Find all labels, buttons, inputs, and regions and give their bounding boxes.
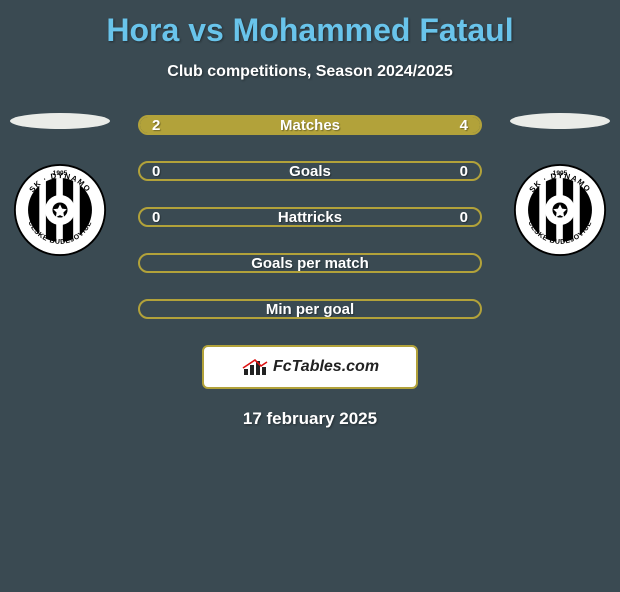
bar-value-left: 2: [152, 117, 160, 134]
date-text: 17 february 2025: [0, 409, 620, 429]
watermark: FcTables.com: [202, 345, 418, 389]
subtitle: Club competitions, Season 2024/2025: [0, 63, 620, 81]
stat-bar: 2Matches4: [138, 115, 482, 135]
infographic: Hora vs Mohammed Fataul Club competition…: [0, 12, 620, 429]
stat-bar: Min per goal: [138, 299, 482, 319]
bar-value-left: 0: [152, 209, 160, 226]
bar-label: Min per goal: [152, 301, 468, 318]
right-club-badge: SK · DYNAMO ČESKÉ BUDĚJOVICE 1905: [513, 163, 607, 257]
chart-icon: [241, 357, 269, 377]
stat-bar: 0Hattricks0: [138, 207, 482, 227]
badge-year: 1905: [53, 170, 68, 177]
bar-label: Goals: [160, 163, 459, 180]
left-player-col: SK · DYNAMO ČESKÉ BUDĚJOVICE 1905: [0, 113, 120, 257]
bar-label: Hattricks: [160, 209, 459, 226]
main-row: SK · DYNAMO ČESKÉ BUDĚJOVICE 1905 2Match…: [0, 113, 620, 319]
left-club-badge: SK · DYNAMO ČESKÉ BUDĚJOVICE 1905: [13, 163, 107, 257]
left-player-ellipse: [10, 113, 110, 129]
comparison-bars: 2Matches40Goals00Hattricks0Goals per mat…: [138, 115, 482, 319]
bar-value-right: 0: [460, 209, 468, 226]
stat-bar: Goals per match: [138, 253, 482, 273]
right-player-ellipse: [510, 113, 610, 129]
page-title: Hora vs Mohammed Fataul: [0, 12, 620, 49]
watermark-text: FcTables.com: [273, 358, 379, 376]
stat-bar: 0Goals0: [138, 161, 482, 181]
bar-value-right: 0: [460, 163, 468, 180]
badge-year: 1905: [553, 170, 568, 177]
bar-value-left: 0: [152, 163, 160, 180]
bar-label: Matches: [160, 117, 459, 134]
bar-value-right: 4: [460, 117, 468, 134]
bar-label: Goals per match: [152, 255, 468, 272]
right-player-col: SK · DYNAMO ČESKÉ BUDĚJOVICE 1905: [500, 113, 620, 257]
